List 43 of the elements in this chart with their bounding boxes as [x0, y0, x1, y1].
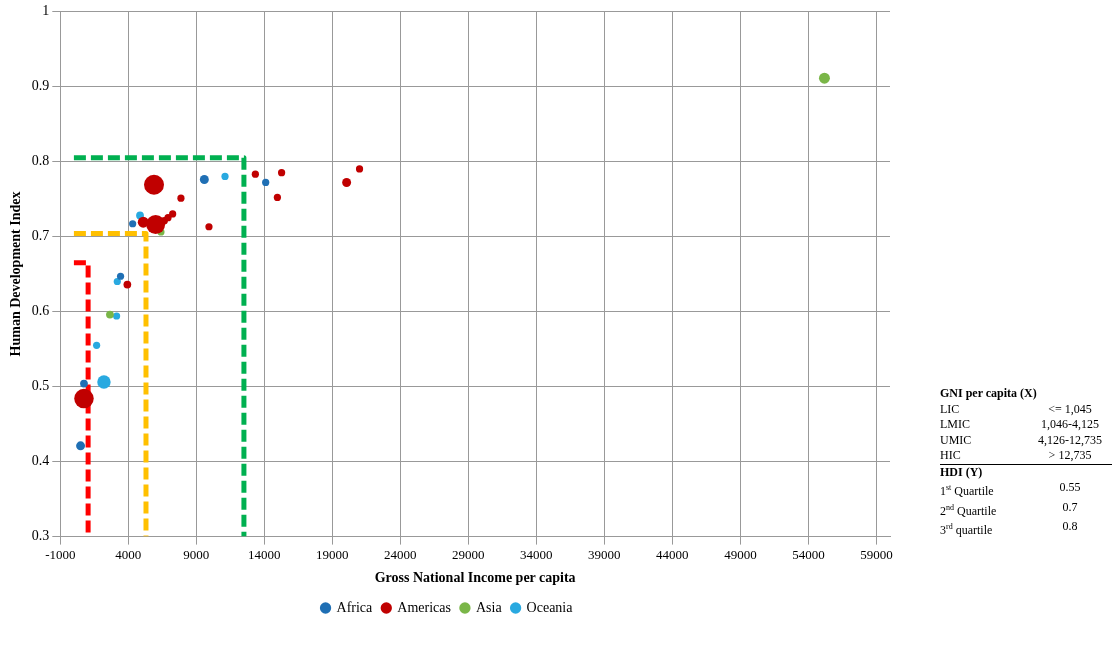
text: 2$^{nd}$ Quartile	[940, 501, 998, 519]
x-tick-label: 59000	[860, 546, 893, 562]
text: 4,126-12,735	[1037, 432, 1103, 448]
x-tick-label: 4000	[115, 546, 142, 562]
y-tick-label: 0.6	[31, 303, 50, 319]
legend-label: Americas	[397, 599, 451, 615]
legend-label: Africa	[336, 599, 374, 615]
x-tick-label: 29000	[452, 546, 485, 562]
x-tick-label: 9000	[183, 546, 210, 562]
text: <= 1,045	[1047, 401, 1093, 417]
text: 1$^{st}$ Quartile	[940, 482, 995, 500]
text: LMIC	[940, 417, 971, 433]
x-tick-label: 34000	[520, 546, 553, 562]
x-tick-label: 44000	[656, 546, 689, 562]
text: 0.7	[1061, 499, 1079, 516]
y-tick-label: 0.8	[31, 153, 50, 169]
x-tick-label: 19000	[316, 546, 349, 562]
text: 1,046-4,125	[1040, 417, 1100, 433]
text: LIC	[940, 401, 961, 417]
y-tick-label: 0.5	[31, 378, 50, 394]
y-tick-label: 0.3	[31, 528, 50, 544]
y-axis-title: Human Development Index	[8, 191, 24, 357]
x-tick-label: 54000	[792, 546, 825, 562]
y-tick-label: 0.7	[31, 228, 50, 244]
x-tick-label: -1000	[45, 546, 76, 562]
y-tick-label: 0.9	[31, 78, 50, 94]
y-tick-label: 1	[42, 3, 50, 19]
text: > 12,735	[1028, 448, 1112, 465]
text: HIC	[940, 448, 1028, 465]
x-tick-label: 49000	[724, 546, 757, 562]
legend-label: Asia	[475, 599, 503, 615]
x-tick-label: 39000	[588, 546, 621, 562]
text: HDI (Y)	[940, 464, 984, 480]
text: 3$^{rd}$ quartile	[940, 521, 994, 539]
text: GNI per capita (X)	[940, 386, 1038, 402]
legend-label: Oceania	[526, 599, 574, 615]
y-tick-label: 0.4	[31, 453, 50, 469]
text: 0.55	[1058, 480, 1082, 496]
x-tick-label: 24000	[384, 546, 417, 562]
x-axis-title: Gross National Income per capita	[374, 570, 576, 586]
text: 0.8	[1061, 519, 1079, 535]
x-tick-label: 14000	[248, 546, 281, 562]
text: UMIC	[940, 432, 973, 448]
